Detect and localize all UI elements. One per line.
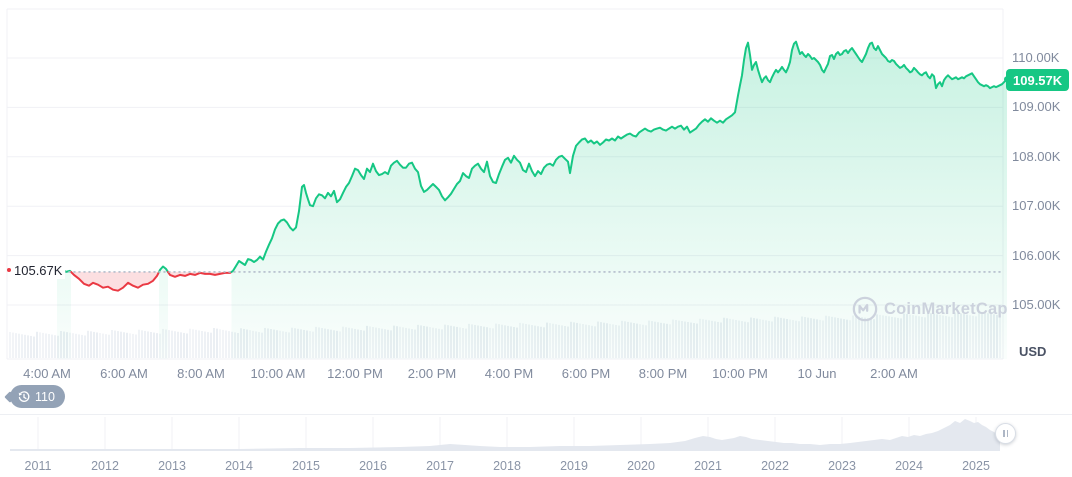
navigator-year-label: 2016 <box>359 459 387 473</box>
y-tick-label: 107.00K <box>1012 198 1061 214</box>
y-tick-label: 106.00K <box>1012 247 1061 263</box>
navigator-year-label: 2013 <box>158 459 186 473</box>
history-icon <box>17 390 31 404</box>
x-tick-label: 6:00 PM <box>561 366 611 381</box>
watchers-badge[interactable]: 110 <box>10 385 65 408</box>
price-area-fills <box>57 41 1007 359</box>
coinmarketcap-watermark: CoinMarketCap <box>852 296 1008 322</box>
x-tick-label: 8:00 AM <box>177 366 225 381</box>
x-tick-label: 8:00 PM <box>638 366 688 381</box>
x-tick-label: 4:00 AM <box>23 366 71 381</box>
navigator-year-label: 2014 <box>225 459 253 473</box>
y-tick-label: 105.00K <box>1012 297 1061 312</box>
reference-dot-icon <box>7 268 11 272</box>
x-tick-label: 10 Jun <box>797 366 837 381</box>
navigator-year-label: 2022 <box>761 459 789 473</box>
y-tick-label: 110.00K <box>1012 50 1060 65</box>
watermark-text: CoinMarketCap <box>884 299 1008 318</box>
x-tick-label: 2:00 PM <box>407 366 457 381</box>
timeline-navigator[interactable]: 2011 2012 2013 2014 2015 2016 2017 2018 2019 2020… <box>0 414 1072 477</box>
navigator-year-label: 2018 <box>493 459 521 473</box>
navigator-year-label: 2011 <box>24 459 52 473</box>
coinmarketcap-logo-icon <box>852 296 878 322</box>
navigator-year-label: 2012 <box>91 459 119 473</box>
navigator-year-label: 2021 <box>694 459 722 473</box>
timeline-minichart[interactable] <box>0 415 1072 452</box>
x-tick-label: 12:00 PM <box>327 366 383 381</box>
navigator-history-area <box>10 419 1000 451</box>
price-line <box>56 40 1008 292</box>
navigator-year-label: 2019 <box>560 459 588 473</box>
range-handle-icon[interactable] <box>995 423 1016 444</box>
x-tick-label: 10:00 AM <box>250 366 306 381</box>
unit-label: USD <box>1019 344 1047 359</box>
x-tick-label: 4:00 PM <box>484 366 534 381</box>
price-chart-canvas[interactable] <box>0 0 1072 414</box>
current-price-badge: 109.57K <box>1006 69 1070 91</box>
y-tick-label: 109.00K <box>1012 99 1061 115</box>
navigator-year-label: 2024 <box>895 459 923 473</box>
watchers-count: 110 <box>35 389 55 404</box>
navigator-year-label: 2023 <box>828 459 856 473</box>
y-tick-label: 108.00K <box>1012 148 1061 164</box>
reference-price-label: 105.67K <box>13 263 66 279</box>
navigator-year-label: 2015 <box>292 459 320 473</box>
x-tick-label: 10:00 PM <box>712 366 768 381</box>
navigator-year-label: 2025 <box>962 459 990 473</box>
navigator-year-label: 2020 <box>627 459 655 473</box>
x-tick-label: 2:00 AM <box>870 366 918 381</box>
x-tick-label: 6:00 AM <box>100 366 148 381</box>
navigator-year-label: 2017 <box>426 459 454 473</box>
